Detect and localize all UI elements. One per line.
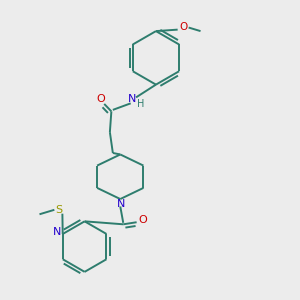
Text: N: N [128, 94, 136, 104]
Text: S: S [55, 205, 62, 215]
Text: O: O [96, 94, 105, 104]
Text: N: N [117, 200, 126, 209]
Text: O: O [138, 215, 147, 225]
Text: N: N [52, 227, 61, 238]
Text: O: O [179, 22, 188, 32]
Text: H: H [136, 99, 144, 109]
